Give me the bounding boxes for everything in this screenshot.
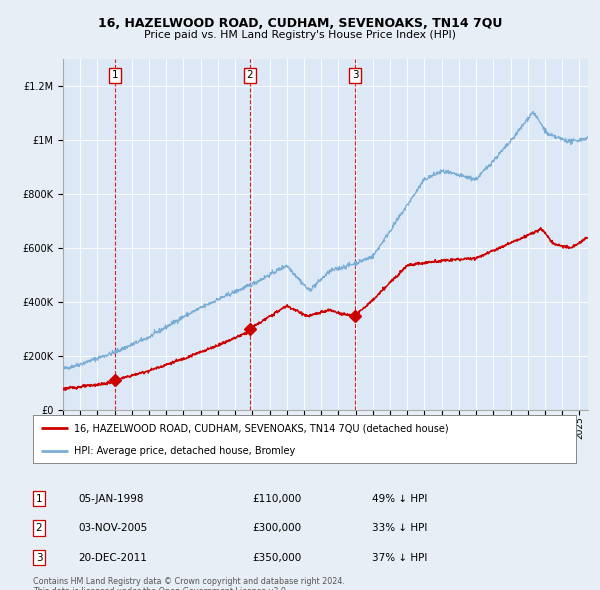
- Text: 16, HAZELWOOD ROAD, CUDHAM, SEVENOAKS, TN14 7QU (detached house): 16, HAZELWOOD ROAD, CUDHAM, SEVENOAKS, T…: [74, 423, 448, 433]
- Text: Price paid vs. HM Land Registry's House Price Index (HPI): Price paid vs. HM Land Registry's House …: [144, 30, 456, 40]
- Text: 49% ↓ HPI: 49% ↓ HPI: [372, 494, 427, 503]
- Text: 05-JAN-1998: 05-JAN-1998: [78, 494, 143, 503]
- Text: Contains HM Land Registry data © Crown copyright and database right 2024.
This d: Contains HM Land Registry data © Crown c…: [33, 577, 345, 590]
- Text: 03-NOV-2005: 03-NOV-2005: [78, 523, 147, 533]
- Text: 33% ↓ HPI: 33% ↓ HPI: [372, 523, 427, 533]
- Text: £350,000: £350,000: [252, 553, 301, 562]
- Text: £300,000: £300,000: [252, 523, 301, 533]
- Text: 37% ↓ HPI: 37% ↓ HPI: [372, 553, 427, 562]
- Text: 2: 2: [246, 70, 253, 80]
- Text: 1: 1: [35, 494, 43, 503]
- Text: 1: 1: [112, 70, 118, 80]
- Text: 3: 3: [352, 70, 358, 80]
- Text: 3: 3: [35, 553, 43, 562]
- Text: 16, HAZELWOOD ROAD, CUDHAM, SEVENOAKS, TN14 7QU: 16, HAZELWOOD ROAD, CUDHAM, SEVENOAKS, T…: [98, 17, 502, 30]
- Text: HPI: Average price, detached house, Bromley: HPI: Average price, detached house, Brom…: [74, 446, 295, 456]
- Text: £110,000: £110,000: [252, 494, 301, 503]
- Text: 2: 2: [35, 523, 43, 533]
- Text: 20-DEC-2011: 20-DEC-2011: [78, 553, 147, 562]
